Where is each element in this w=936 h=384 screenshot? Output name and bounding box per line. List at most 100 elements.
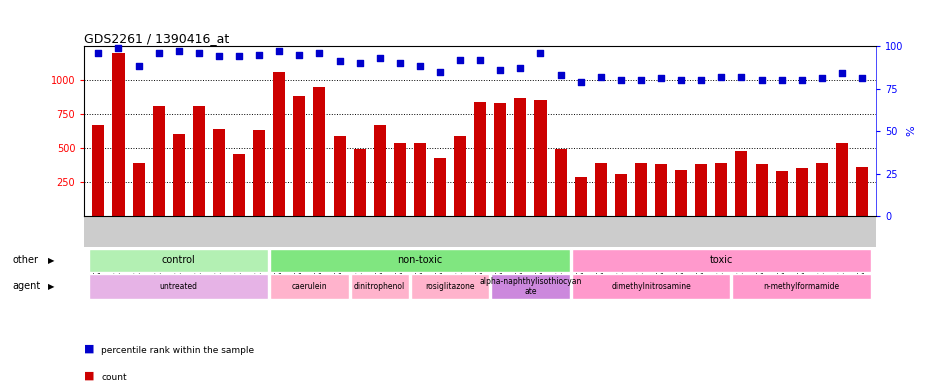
Bar <box>775 171 787 216</box>
Point <box>372 55 387 61</box>
Bar <box>835 142 847 216</box>
Point <box>392 60 407 66</box>
Text: dinitrophenol: dinitrophenol <box>354 282 405 291</box>
Point <box>813 75 828 81</box>
Point <box>452 56 467 63</box>
FancyBboxPatch shape <box>89 249 268 272</box>
Point <box>492 67 507 73</box>
Bar <box>654 164 666 216</box>
FancyBboxPatch shape <box>270 274 348 299</box>
Point <box>171 48 186 54</box>
Point <box>352 60 367 66</box>
Text: toxic: toxic <box>709 255 732 265</box>
Bar <box>675 170 686 216</box>
Bar <box>212 129 225 216</box>
Bar <box>253 131 265 216</box>
Y-axis label: %: % <box>905 126 915 136</box>
Text: dimethylnitrosamine: dimethylnitrosamine <box>610 282 690 291</box>
Point <box>432 68 447 74</box>
Text: other: other <box>12 255 38 265</box>
Point <box>291 51 306 58</box>
Bar <box>695 164 707 216</box>
FancyBboxPatch shape <box>571 274 730 299</box>
Text: percentile rank within the sample: percentile rank within the sample <box>101 346 254 355</box>
Bar <box>393 142 405 216</box>
Bar <box>574 177 586 216</box>
Point <box>512 65 527 71</box>
Point <box>834 70 849 76</box>
FancyBboxPatch shape <box>732 274 870 299</box>
Bar <box>373 125 386 216</box>
Bar <box>153 106 165 216</box>
FancyBboxPatch shape <box>571 249 870 272</box>
Bar <box>534 101 546 216</box>
Bar <box>554 149 566 216</box>
Point <box>231 53 246 60</box>
Point <box>592 74 607 80</box>
Point <box>212 53 227 60</box>
Point <box>653 75 668 81</box>
Text: non-toxic: non-toxic <box>397 255 442 265</box>
Bar <box>112 53 124 216</box>
Bar <box>353 149 365 216</box>
Text: alpha-naphthylisothiocyan
ate: alpha-naphthylisothiocyan ate <box>478 277 581 296</box>
Text: ■: ■ <box>84 343 95 353</box>
Point <box>753 77 768 83</box>
Point <box>131 63 146 70</box>
Bar <box>635 163 647 216</box>
Text: agent: agent <box>12 281 40 291</box>
Bar <box>754 164 767 216</box>
Point <box>110 45 125 51</box>
FancyBboxPatch shape <box>411 274 489 299</box>
Bar <box>172 134 184 216</box>
Text: count: count <box>101 373 126 382</box>
Point <box>312 50 327 56</box>
Point <box>91 50 106 56</box>
Bar <box>514 98 526 216</box>
Bar <box>93 125 104 216</box>
Bar <box>815 163 827 216</box>
Point <box>331 58 346 65</box>
Bar <box>474 102 486 216</box>
Point <box>733 74 748 80</box>
FancyBboxPatch shape <box>270 249 569 272</box>
Point <box>552 72 567 78</box>
Bar <box>233 154 245 216</box>
Point <box>252 51 267 58</box>
FancyBboxPatch shape <box>490 274 569 299</box>
Bar <box>795 169 807 216</box>
Text: untreated: untreated <box>160 282 197 291</box>
Bar <box>735 151 747 216</box>
Point <box>673 77 688 83</box>
Point <box>713 74 728 80</box>
Point <box>533 50 548 56</box>
Bar <box>313 87 325 216</box>
Bar <box>714 163 726 216</box>
Text: caerulein: caerulein <box>291 282 327 291</box>
Point <box>854 75 869 81</box>
Point <box>412 63 427 70</box>
Text: ▶: ▶ <box>49 256 54 265</box>
Point <box>693 77 708 83</box>
Bar <box>414 142 426 216</box>
Text: rosiglitazone: rosiglitazone <box>425 282 475 291</box>
Bar <box>594 163 607 216</box>
Bar <box>433 157 446 216</box>
Point <box>613 77 628 83</box>
Point <box>773 77 788 83</box>
Bar <box>614 174 626 216</box>
Text: ■: ■ <box>84 370 95 380</box>
Point <box>472 56 487 63</box>
Bar <box>454 136 465 216</box>
Text: GDS2261 / 1390416_at: GDS2261 / 1390416_at <box>84 32 229 45</box>
Point <box>191 50 206 56</box>
Point <box>151 50 166 56</box>
Bar <box>293 96 305 216</box>
Point <box>794 77 809 83</box>
Point <box>633 77 648 83</box>
Bar <box>193 106 205 216</box>
Bar <box>132 163 144 216</box>
Point <box>271 48 286 54</box>
Bar <box>494 103 505 216</box>
Bar <box>273 72 285 216</box>
